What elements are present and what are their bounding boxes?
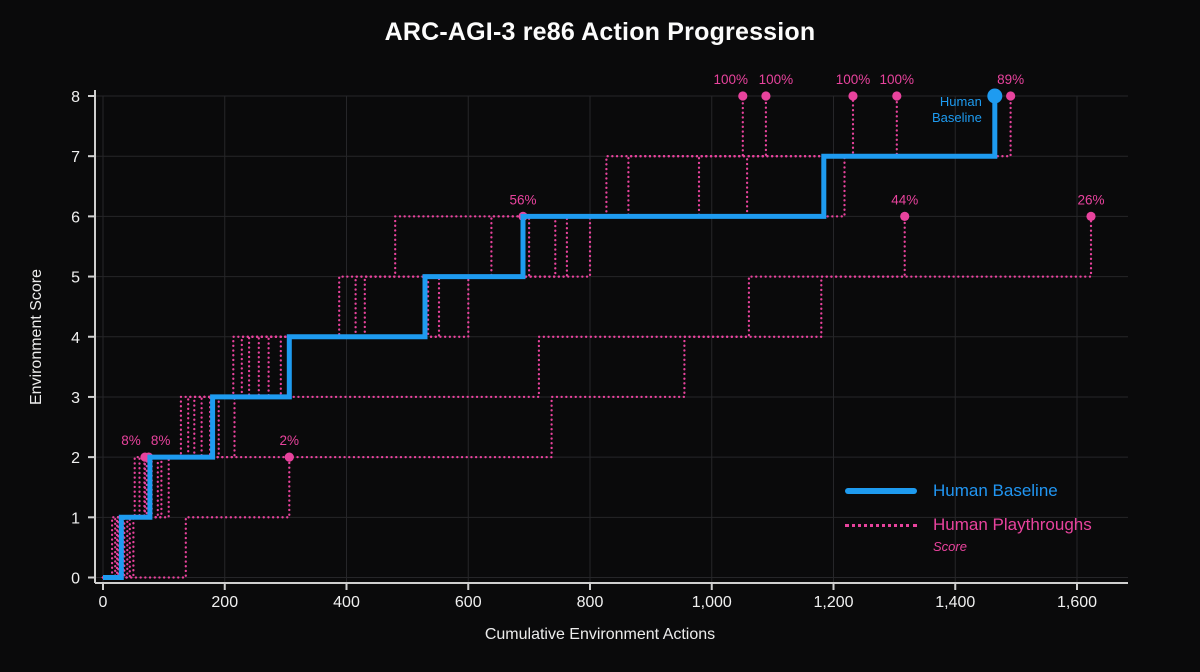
svg-text:1,600: 1,600 (1057, 594, 1097, 611)
svg-text:26%: 26% (1077, 192, 1104, 207)
svg-text:100%: 100% (880, 72, 915, 87)
svg-text:56%: 56% (510, 192, 537, 207)
svg-text:1,200: 1,200 (813, 594, 853, 611)
svg-text:5: 5 (71, 270, 80, 287)
svg-text:4: 4 (71, 330, 80, 347)
legend-label-playthroughs: Human Playthroughs (933, 515, 1092, 534)
legend-sublabel-score: Score (933, 539, 967, 554)
legend-label-baseline: Human Baseline (933, 481, 1058, 500)
svg-text:200: 200 (211, 594, 238, 611)
svg-text:89%: 89% (997, 72, 1024, 87)
svg-text:100%: 100% (759, 72, 794, 87)
svg-text:44%: 44% (891, 192, 918, 207)
svg-text:1: 1 (71, 510, 80, 527)
svg-text:800: 800 (577, 594, 604, 611)
svg-text:400: 400 (333, 594, 360, 611)
svg-text:8%: 8% (121, 433, 141, 448)
svg-text:2: 2 (71, 450, 80, 467)
svg-text:2%: 2% (280, 433, 300, 448)
svg-text:100%: 100% (836, 72, 871, 87)
legend-item-baseline: Human Baseline (845, 478, 1165, 504)
svg-text:8%: 8% (151, 433, 171, 448)
svg-text:0: 0 (71, 571, 80, 588)
svg-text:0: 0 (99, 594, 108, 611)
svg-text:7: 7 (71, 149, 80, 166)
chart-title: ARC-AGI-3 re86 Action Progression (384, 18, 816, 46)
svg-text:3: 3 (71, 390, 80, 407)
legend-item-playthroughs: Human Playthroughs (845, 512, 1165, 538)
svg-text:600: 600 (455, 594, 482, 611)
svg-text:1,000: 1,000 (692, 594, 732, 611)
svg-text:1,400: 1,400 (935, 594, 975, 611)
svg-text:100%: 100% (714, 72, 749, 87)
svg-text:8: 8 (71, 89, 80, 106)
y-axis-label: Environment Score (28, 268, 45, 406)
baseline-line-swatch (845, 488, 917, 494)
legend: Human Baseline Human Playthroughs Score (845, 478, 1165, 554)
svg-text:Baseline: Baseline (932, 110, 982, 125)
svg-text:6: 6 (71, 209, 80, 226)
x-axis-label: Cumulative Environment Actions (484, 626, 716, 643)
svg-text:Human: Human (940, 94, 982, 109)
playthroughs-line-swatch (845, 523, 917, 527)
